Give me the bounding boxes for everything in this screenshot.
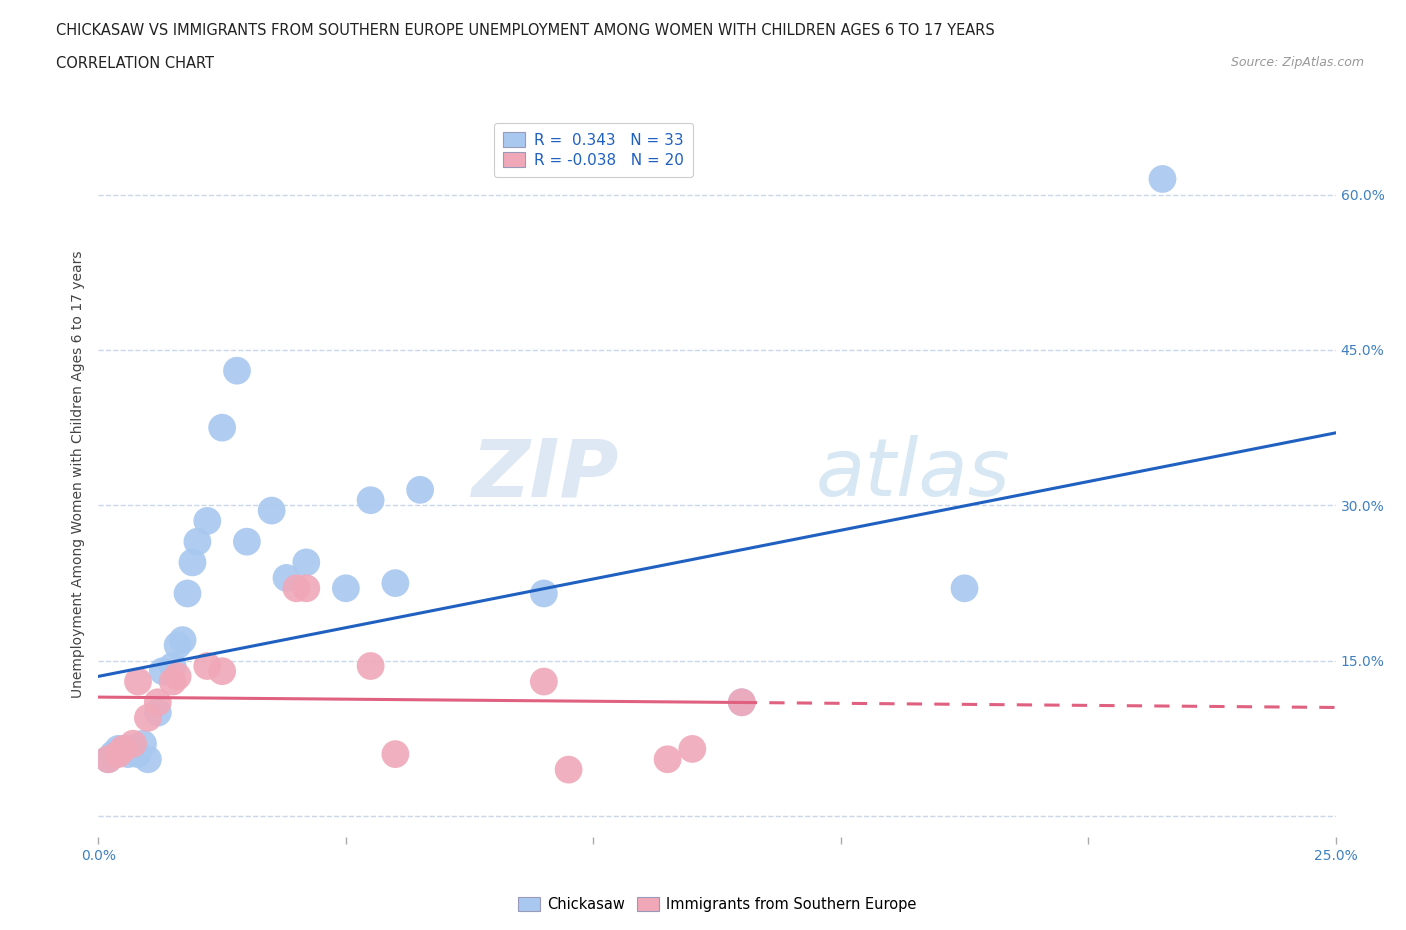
Point xyxy=(295,581,318,596)
Point xyxy=(211,664,233,679)
Point xyxy=(681,741,703,756)
Point xyxy=(657,751,679,766)
Point xyxy=(360,493,382,508)
Point xyxy=(112,741,135,756)
Point xyxy=(132,737,155,751)
Point xyxy=(162,674,184,689)
Point xyxy=(162,658,184,673)
Point xyxy=(226,364,249,379)
Point xyxy=(360,658,382,673)
Text: CHICKASAW VS IMMIGRANTS FROM SOUTHERN EUROPE UNEMPLOYMENT AMONG WOMEN WITH CHILD: CHICKASAW VS IMMIGRANTS FROM SOUTHERN EU… xyxy=(56,23,995,38)
Point xyxy=(136,751,159,766)
Point xyxy=(731,695,754,710)
Point xyxy=(211,420,233,435)
Point xyxy=(172,632,194,647)
Point xyxy=(122,737,145,751)
Point xyxy=(107,741,129,756)
Point xyxy=(295,555,318,570)
Point xyxy=(285,581,308,596)
Point xyxy=(176,586,198,601)
Point xyxy=(1152,171,1174,186)
Point xyxy=(97,751,120,766)
Point xyxy=(152,664,174,679)
Point xyxy=(557,763,579,777)
Point xyxy=(409,483,432,498)
Point xyxy=(236,534,259,549)
Point xyxy=(112,741,135,756)
Point xyxy=(953,581,976,596)
Legend: R =  0.343   N = 33, R = -0.038   N = 20: R = 0.343 N = 33, R = -0.038 N = 20 xyxy=(494,123,693,177)
Point xyxy=(117,741,139,756)
Point xyxy=(136,711,159,725)
Y-axis label: Unemployment Among Women with Children Ages 6 to 17 years: Unemployment Among Women with Children A… xyxy=(72,250,86,698)
Point xyxy=(731,695,754,710)
Text: ZIP: ZIP xyxy=(471,435,619,513)
Point xyxy=(384,747,406,762)
Point xyxy=(127,747,149,762)
Text: atlas: atlas xyxy=(815,435,1011,513)
Point xyxy=(533,674,555,689)
Point xyxy=(117,747,139,762)
Point xyxy=(186,534,208,549)
Point xyxy=(146,705,169,720)
Point xyxy=(122,741,145,756)
Point xyxy=(181,555,204,570)
Point xyxy=(533,586,555,601)
Point xyxy=(260,503,283,518)
Point xyxy=(195,658,218,673)
Point xyxy=(103,747,125,762)
Point xyxy=(146,695,169,710)
Text: Source: ZipAtlas.com: Source: ZipAtlas.com xyxy=(1230,56,1364,69)
Point xyxy=(166,669,188,684)
Point xyxy=(335,581,357,596)
Point xyxy=(107,747,129,762)
Legend: Chickasaw, Immigrants from Southern Europe: Chickasaw, Immigrants from Southern Euro… xyxy=(512,891,922,918)
Point xyxy=(127,674,149,689)
Point xyxy=(166,638,188,653)
Point xyxy=(195,513,218,528)
Text: CORRELATION CHART: CORRELATION CHART xyxy=(56,56,214,71)
Point xyxy=(384,576,406,591)
Point xyxy=(276,570,298,585)
Point xyxy=(97,751,120,766)
